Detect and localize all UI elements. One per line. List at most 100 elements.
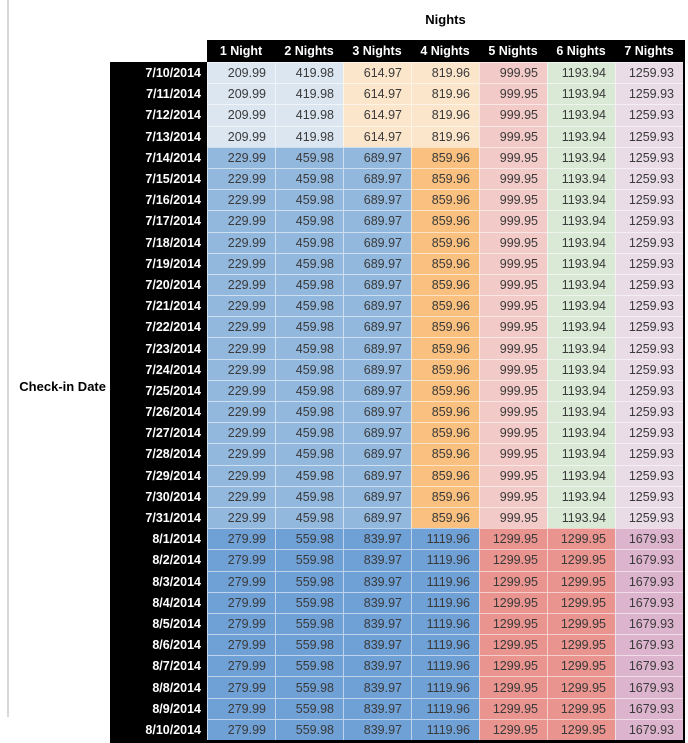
- price-cell[interactable]: 1259.93: [615, 210, 683, 232]
- checkin-date-cell[interactable]: 8/9/2014: [110, 697, 207, 719]
- price-cell[interactable]: 1259.93: [615, 422, 683, 444]
- price-cell[interactable]: 859.96: [411, 337, 479, 359]
- price-cell[interactable]: 689.97: [343, 167, 411, 190]
- price-cell[interactable]: 279.99: [207, 697, 275, 719]
- price-cell[interactable]: 1259.93: [615, 295, 683, 317]
- price-cell[interactable]: 1679.93: [615, 718, 683, 740]
- checkin-date-cell[interactable]: 7/28/2014: [110, 443, 207, 465]
- price-cell[interactable]: 419.98: [275, 104, 343, 126]
- price-cell[interactable]: 859.96: [411, 443, 479, 465]
- checkin-date-cell[interactable]: 7/27/2014: [110, 422, 207, 444]
- price-cell[interactable]: 1299.95: [547, 718, 615, 740]
- price-cell[interactable]: 819.96: [411, 62, 479, 84]
- price-cell[interactable]: 1259.93: [615, 62, 683, 84]
- checkin-date-cell[interactable]: 7/13/2014: [110, 125, 207, 147]
- price-cell[interactable]: 999.95: [479, 104, 547, 126]
- price-cell[interactable]: 614.97: [343, 83, 411, 105]
- price-cell[interactable]: 999.95: [479, 316, 547, 338]
- price-cell[interactable]: 279.99: [207, 634, 275, 656]
- price-cell[interactable]: 1299.95: [479, 676, 547, 698]
- price-cell[interactable]: 229.99: [207, 464, 275, 486]
- price-cell[interactable]: 1259.93: [615, 189, 683, 211]
- price-cell[interactable]: 689.97: [343, 379, 411, 401]
- price-cell[interactable]: 689.97: [343, 506, 411, 529]
- price-cell[interactable]: 1679.93: [615, 697, 683, 719]
- price-cell[interactable]: 1259.93: [615, 358, 683, 380]
- price-cell[interactable]: 1299.95: [547, 549, 615, 571]
- price-cell[interactable]: 1259.93: [615, 443, 683, 465]
- price-cell[interactable]: 839.97: [343, 676, 411, 698]
- price-cell[interactable]: 1259.93: [615, 464, 683, 486]
- price-cell[interactable]: 1259.93: [615, 273, 683, 296]
- price-cell[interactable]: 1259.93: [615, 125, 683, 147]
- price-cell[interactable]: 1299.95: [479, 718, 547, 740]
- price-cell[interactable]: 999.95: [479, 295, 547, 317]
- price-cell[interactable]: 839.97: [343, 697, 411, 719]
- price-cell[interactable]: 689.97: [343, 443, 411, 465]
- price-cell[interactable]: 229.99: [207, 443, 275, 465]
- price-cell[interactable]: 1193.94: [547, 231, 615, 253]
- price-cell[interactable]: 229.99: [207, 316, 275, 338]
- price-cell[interactable]: 229.99: [207, 210, 275, 232]
- price-cell[interactable]: 1259.93: [615, 506, 683, 529]
- price-cell[interactable]: 229.99: [207, 401, 275, 423]
- price-cell[interactable]: 689.97: [343, 316, 411, 338]
- checkin-date-cell[interactable]: 8/2/2014: [110, 549, 207, 571]
- price-cell[interactable]: 209.99: [207, 104, 275, 126]
- column-header-5-nights[interactable]: 5 Nights: [479, 40, 547, 62]
- price-cell[interactable]: 1259.93: [615, 146, 683, 168]
- price-cell[interactable]: 1679.93: [615, 570, 683, 592]
- price-cell[interactable]: 689.97: [343, 401, 411, 423]
- price-cell[interactable]: 209.99: [207, 83, 275, 105]
- price-cell[interactable]: 1679.93: [615, 676, 683, 698]
- price-cell[interactable]: 459.98: [275, 273, 343, 296]
- checkin-date-cell[interactable]: 7/21/2014: [110, 295, 207, 317]
- price-cell[interactable]: 1259.93: [615, 379, 683, 401]
- price-cell[interactable]: 1193.94: [547, 167, 615, 190]
- price-cell[interactable]: 689.97: [343, 464, 411, 486]
- price-cell[interactable]: 1193.94: [547, 316, 615, 338]
- price-cell[interactable]: 1193.94: [547, 295, 615, 317]
- checkin-date-cell[interactable]: 7/25/2014: [110, 379, 207, 401]
- price-cell[interactable]: 859.96: [411, 464, 479, 486]
- price-cell[interactable]: 859.96: [411, 422, 479, 444]
- price-cell[interactable]: 279.99: [207, 612, 275, 635]
- checkin-date-cell[interactable]: 7/22/2014: [110, 316, 207, 338]
- price-cell[interactable]: 859.96: [411, 167, 479, 190]
- price-cell[interactable]: 209.99: [207, 125, 275, 147]
- price-cell[interactable]: 229.99: [207, 506, 275, 529]
- price-cell[interactable]: 819.96: [411, 83, 479, 105]
- price-cell[interactable]: 689.97: [343, 485, 411, 507]
- price-cell[interactable]: 999.95: [479, 443, 547, 465]
- price-cell[interactable]: 1119.96: [411, 549, 479, 571]
- price-cell[interactable]: 1299.95: [547, 634, 615, 656]
- price-cell[interactable]: 559.98: [275, 612, 343, 635]
- price-cell[interactable]: 689.97: [343, 252, 411, 274]
- price-cell[interactable]: 689.97: [343, 422, 411, 444]
- price-cell[interactable]: 859.96: [411, 231, 479, 253]
- price-cell[interactable]: 839.97: [343, 655, 411, 677]
- price-cell[interactable]: 1193.94: [547, 104, 615, 126]
- price-cell[interactable]: 559.98: [275, 718, 343, 740]
- checkin-date-cell[interactable]: 7/16/2014: [110, 189, 207, 211]
- price-cell[interactable]: 459.98: [275, 358, 343, 380]
- price-cell[interactable]: 459.98: [275, 485, 343, 507]
- checkin-date-cell[interactable]: 7/14/2014: [110, 146, 207, 168]
- price-cell[interactable]: 1193.94: [547, 379, 615, 401]
- price-cell[interactable]: 999.95: [479, 252, 547, 274]
- price-cell[interactable]: 229.99: [207, 379, 275, 401]
- price-cell[interactable]: 999.95: [479, 273, 547, 296]
- price-cell[interactable]: 1299.95: [547, 612, 615, 635]
- price-cell[interactable]: 229.99: [207, 295, 275, 317]
- price-cell[interactable]: 229.99: [207, 422, 275, 444]
- price-cell[interactable]: 1259.93: [615, 401, 683, 423]
- price-cell[interactable]: 229.99: [207, 485, 275, 507]
- price-cell[interactable]: 859.96: [411, 146, 479, 168]
- price-cell[interactable]: 229.99: [207, 273, 275, 296]
- price-cell[interactable]: 559.98: [275, 591, 343, 613]
- price-cell[interactable]: 1119.96: [411, 570, 479, 592]
- checkin-date-cell[interactable]: 8/6/2014: [110, 634, 207, 656]
- price-cell[interactable]: 1193.94: [547, 210, 615, 232]
- price-cell[interactable]: 1299.95: [547, 528, 615, 550]
- price-cell[interactable]: 689.97: [343, 358, 411, 380]
